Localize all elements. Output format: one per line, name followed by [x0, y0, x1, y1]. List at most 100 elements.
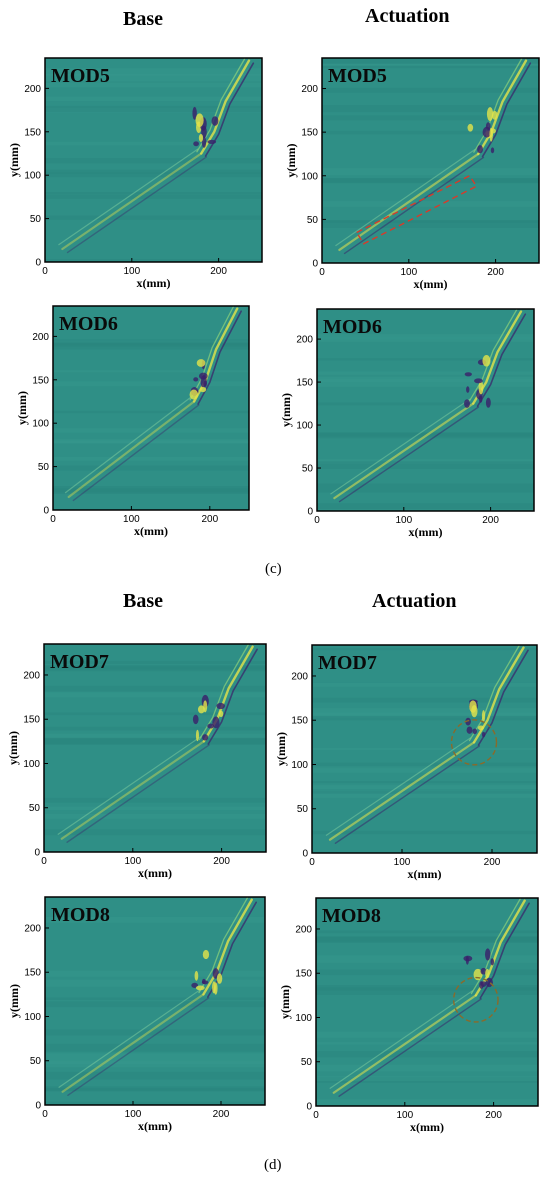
texture-band	[317, 379, 534, 387]
x-tick-label: 200	[485, 1110, 502, 1121]
texture-band	[44, 685, 266, 693]
y-tick-label: 200	[23, 670, 40, 681]
texture-band	[312, 791, 537, 794]
contour-field	[317, 309, 534, 511]
shock-streak	[338, 406, 480, 503]
texture-band	[312, 830, 537, 835]
y-tick-label: 200	[301, 84, 318, 95]
y-tick-label: 0	[43, 506, 49, 517]
section-label-c: (c)	[265, 561, 282, 577]
texture-band	[312, 708, 537, 716]
vortex-blob	[202, 734, 209, 741]
texture-band	[53, 465, 249, 471]
x-axis-label: x(mm)	[410, 1120, 444, 1134]
texture-band	[317, 334, 534, 339]
shock-streak	[333, 402, 475, 500]
y-tick-label: 0	[35, 258, 41, 269]
y-tick-label: 150	[296, 378, 313, 389]
x-tick-label: 0	[41, 856, 47, 867]
texture-band	[45, 997, 265, 1000]
vortex-blob	[486, 107, 494, 122]
vortex-blob	[211, 116, 219, 126]
vortex-blob	[477, 145, 483, 154]
vortex-blob	[207, 723, 215, 729]
shock-streak	[197, 310, 242, 405]
y-axis-label: y(mm)	[15, 391, 29, 425]
contour-field	[45, 58, 262, 262]
texture-band	[44, 726, 266, 731]
y-axis-label: y(mm)	[279, 393, 293, 427]
texture-band	[45, 1088, 265, 1091]
texture-band	[44, 712, 266, 716]
texture-band	[316, 985, 538, 991]
y-tick-label: 200	[295, 924, 312, 935]
vortex-blob	[489, 127, 493, 142]
texture-band	[45, 192, 262, 195]
texture-band	[45, 82, 262, 88]
vortex-blob	[192, 106, 197, 120]
shock-streak	[472, 646, 525, 744]
texture-band	[53, 410, 249, 414]
vortex-blob	[490, 958, 495, 966]
vortex-blob	[199, 386, 207, 393]
plot-frame	[44, 57, 263, 263]
x-axis-label: x(mm)	[414, 277, 448, 291]
mode-label: MOD5	[51, 65, 110, 87]
vortex-blob	[216, 973, 223, 984]
contour-field	[44, 644, 266, 852]
shock-streak	[60, 740, 205, 840]
texture-band	[45, 105, 262, 112]
shock-streak	[67, 997, 210, 1096]
texture-band	[53, 340, 249, 344]
texture-band	[317, 488, 534, 493]
texture-band	[44, 666, 266, 672]
texture-band	[53, 343, 249, 350]
x-tick-label: 100	[400, 267, 417, 278]
vortex-blob	[485, 977, 493, 988]
y-tick-label: 50	[29, 803, 41, 814]
vortex-blob	[218, 710, 224, 718]
y-tick-label: 150	[23, 715, 40, 726]
dashed-rectangle-annotation	[355, 174, 478, 245]
texture-band	[44, 829, 266, 836]
texture-band	[316, 1031, 538, 1038]
texture-band	[45, 970, 265, 977]
texture-band	[45, 74, 262, 82]
vortex-blob	[466, 386, 470, 393]
shock-streak	[61, 152, 203, 251]
y-axis-label: y(mm)	[7, 143, 21, 177]
texture-band	[317, 376, 534, 383]
vortex-blob	[198, 134, 204, 142]
vortex-blob	[464, 372, 472, 377]
y-tick-label: 0	[302, 849, 308, 860]
plot-frame	[321, 57, 540, 264]
plot-frame	[316, 308, 535, 512]
y-axis-label: y(mm)	[284, 144, 298, 178]
panel-d-mod8-base: MOD8 0 100 200 0 50 100 150 200 x(mm) y(mm)	[7, 896, 266, 1133]
y-tick-label: 0	[35, 1101, 41, 1112]
texture-band	[322, 130, 539, 135]
texture-band	[316, 1064, 538, 1072]
section-label-d: (d)	[264, 1157, 282, 1173]
shock-streak	[479, 902, 530, 999]
vortex-blob	[192, 714, 199, 725]
texture-band	[45, 1043, 265, 1052]
texture-band	[322, 87, 539, 93]
vortex-blob	[469, 700, 477, 713]
y-tick-label: 150	[295, 969, 312, 980]
texture-band	[312, 762, 537, 769]
y-tick-label: 50	[302, 464, 314, 475]
shock-streak	[72, 404, 200, 502]
vortex-blob	[191, 982, 199, 988]
texture-band	[312, 785, 537, 789]
mode-label: MOD5	[328, 65, 387, 87]
x-tick-label: 200	[213, 856, 230, 867]
y-tick-label: 200	[291, 671, 308, 682]
shock-streak	[61, 993, 205, 1093]
texture-band	[317, 402, 534, 406]
mode-label: MOD7	[50, 651, 109, 673]
y-tick-label: 150	[301, 128, 318, 139]
shock-streak	[338, 152, 480, 252]
column-header-actuation-d: Actuation	[372, 590, 457, 612]
texture-band	[322, 65, 539, 69]
